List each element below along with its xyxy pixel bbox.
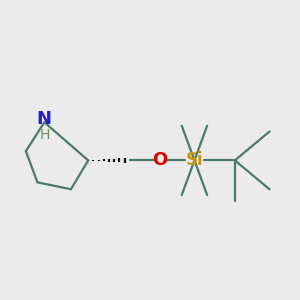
Text: Si: Si bbox=[186, 151, 203, 169]
Text: N: N bbox=[37, 110, 52, 128]
Text: O: O bbox=[152, 151, 167, 169]
Text: H: H bbox=[39, 128, 50, 142]
